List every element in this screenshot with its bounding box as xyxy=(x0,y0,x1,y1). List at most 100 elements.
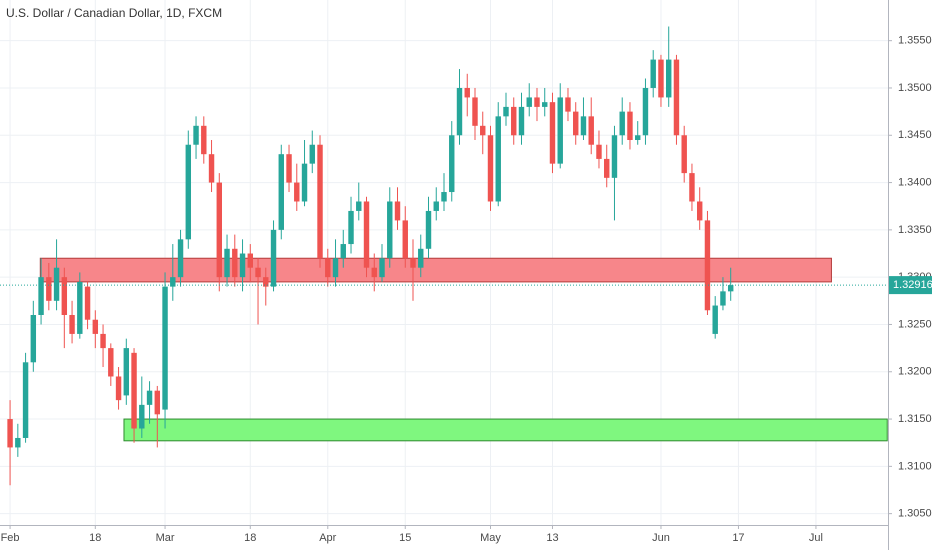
candle-body xyxy=(224,248,230,278)
axes: 1.305001.310001.315001.320001.325001.330… xyxy=(1,35,932,544)
last-price-box xyxy=(889,276,932,295)
candle-body xyxy=(177,239,184,278)
candle-body xyxy=(309,144,315,164)
y-tick-label: 1.33500 xyxy=(898,224,932,236)
candle-body xyxy=(340,244,346,259)
candle-body xyxy=(402,220,408,259)
x-tick-label: 13 xyxy=(546,532,558,544)
candle-body xyxy=(255,267,261,278)
candle-body xyxy=(15,437,21,448)
candle-body xyxy=(673,59,680,136)
candle-body xyxy=(433,201,439,211)
candle-body xyxy=(379,258,385,278)
candle-body xyxy=(84,286,91,320)
y-tick-label: 1.35000 xyxy=(898,82,932,94)
candles xyxy=(0,26,888,486)
x-tick-label: Jun xyxy=(652,532,670,544)
candle-body xyxy=(387,201,393,259)
candle-body xyxy=(317,144,323,259)
candle-body xyxy=(542,102,548,107)
candle-body xyxy=(325,258,331,278)
candle-body xyxy=(263,277,269,287)
candle-body xyxy=(139,404,145,429)
candle-body xyxy=(100,333,106,349)
candle-body xyxy=(464,87,470,98)
candle-body xyxy=(619,111,625,136)
candle-body xyxy=(503,106,509,117)
candle-body xyxy=(115,376,122,401)
candle-body xyxy=(193,125,199,145)
candle-body xyxy=(162,286,168,410)
y-tick-label: 1.35500 xyxy=(898,35,932,47)
x-tick-label: Mar xyxy=(156,532,175,544)
candle-body xyxy=(38,277,44,315)
candle-body xyxy=(69,315,75,334)
candle-body xyxy=(410,258,416,268)
candle-body xyxy=(77,281,83,334)
candle-body xyxy=(208,154,215,183)
candle-body xyxy=(518,106,525,136)
candle-body xyxy=(22,362,29,438)
candle-body xyxy=(348,210,354,245)
y-tick-label: 1.34500 xyxy=(898,129,932,141)
candle-body xyxy=(681,135,687,174)
candle-body xyxy=(495,116,501,202)
candle-body xyxy=(627,111,633,140)
candle-body xyxy=(557,97,563,164)
candle-body xyxy=(185,144,192,240)
candle-body xyxy=(108,348,114,377)
candle-body xyxy=(239,253,246,278)
y-tick-label: 1.32500 xyxy=(898,318,932,330)
candle-body xyxy=(441,192,447,202)
candle-body xyxy=(727,285,734,292)
candle-body xyxy=(642,87,649,136)
candle-body xyxy=(286,154,292,183)
x-tick-label: Apr xyxy=(319,532,336,544)
candle-body xyxy=(666,59,672,98)
candle-body xyxy=(526,97,532,107)
candle-body xyxy=(596,144,602,159)
last-price-label: 1.32916 xyxy=(893,279,932,291)
x-tick-label: 17 xyxy=(732,532,744,544)
y-tick-label: 1.34000 xyxy=(898,176,932,188)
zone xyxy=(39,257,832,283)
candle-body xyxy=(704,220,711,311)
y-tick-label: 1.30500 xyxy=(898,508,932,520)
candle-body xyxy=(61,277,68,315)
candle-body xyxy=(154,390,161,415)
candle-body xyxy=(696,201,703,221)
candle-body xyxy=(511,106,517,136)
candle-body xyxy=(425,210,432,249)
candle-body xyxy=(549,102,556,164)
candle-body xyxy=(371,267,377,278)
candle-body xyxy=(356,201,362,211)
candle-body xyxy=(480,125,486,136)
candle-body xyxy=(449,135,455,193)
candle-body xyxy=(472,97,478,126)
candle-body xyxy=(456,87,463,136)
candle-body xyxy=(604,158,610,178)
candle-body xyxy=(363,201,370,268)
x-tick-label: May xyxy=(480,532,501,544)
candle-body xyxy=(30,315,37,363)
candle-body xyxy=(611,135,618,178)
candle-body xyxy=(131,352,137,429)
candle-body xyxy=(294,182,300,202)
candle-body xyxy=(170,277,176,287)
x-tick-label: Feb xyxy=(1,532,20,544)
y-tick-label: 1.31500 xyxy=(898,413,932,425)
x-tick-label: Jul xyxy=(809,532,823,544)
candle-body xyxy=(7,419,13,448)
candle-body xyxy=(332,258,339,278)
x-tick-label: 18 xyxy=(89,532,101,544)
y-tick-label: 1.31000 xyxy=(898,460,932,472)
y-tick-label: 1.32000 xyxy=(898,366,932,378)
x-tick-label: 15 xyxy=(399,532,411,544)
candle-body xyxy=(216,182,222,278)
candle-body xyxy=(588,116,594,145)
candle-body xyxy=(201,125,207,155)
candle-body xyxy=(565,97,571,112)
zone xyxy=(123,418,888,442)
candle-body xyxy=(270,229,277,287)
